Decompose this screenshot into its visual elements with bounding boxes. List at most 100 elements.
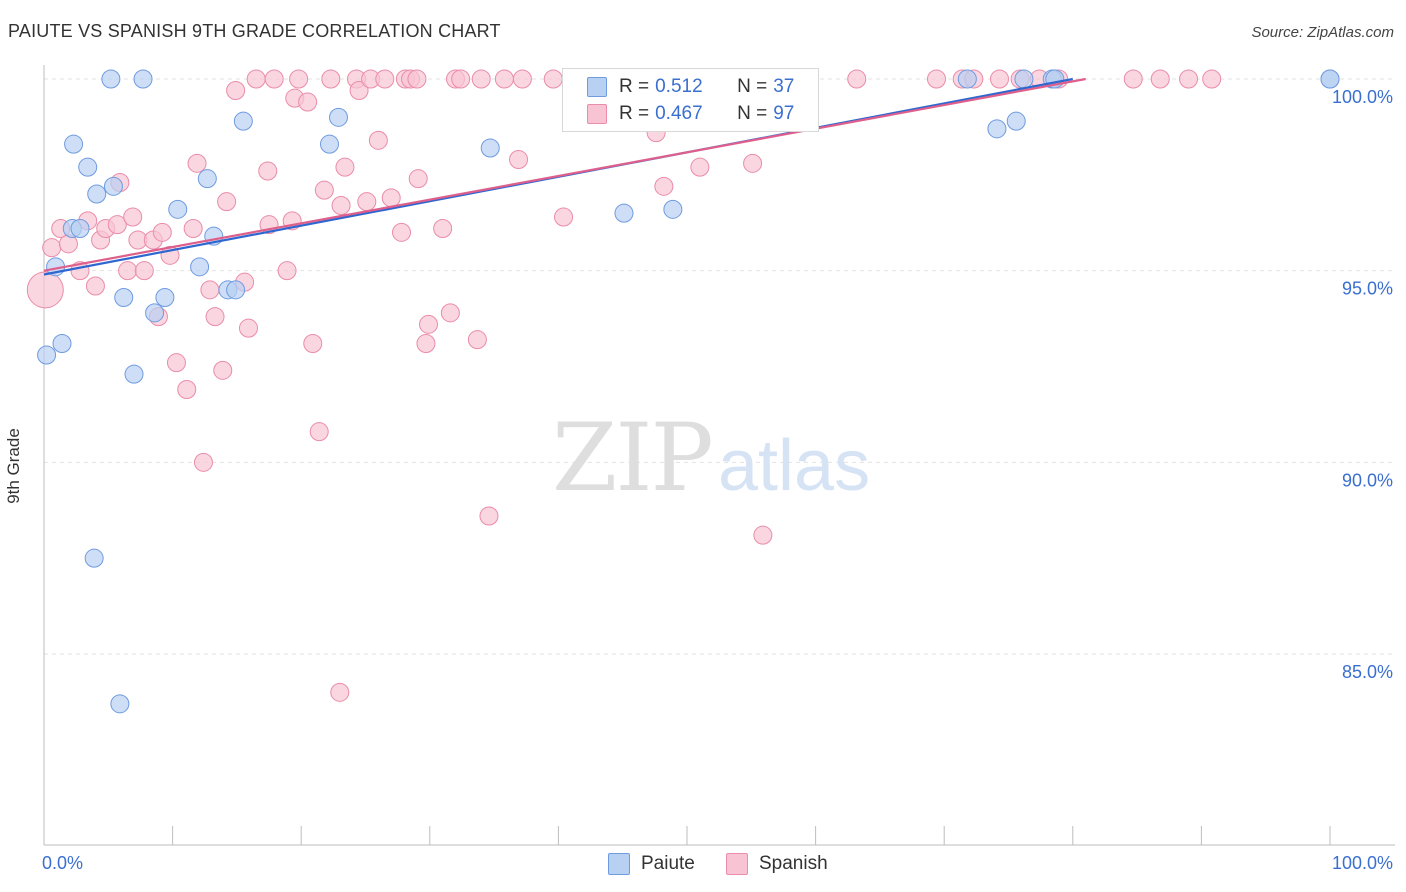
spanish-point bbox=[205, 307, 225, 327]
spanish-swatch bbox=[587, 104, 607, 124]
spanish-point bbox=[238, 318, 258, 338]
spanish-point bbox=[419, 314, 439, 334]
spanish-point bbox=[375, 69, 395, 89]
paiute-point bbox=[319, 134, 339, 154]
paiute-point bbox=[84, 548, 104, 568]
spanish-point bbox=[989, 69, 1009, 89]
paiute-point bbox=[480, 138, 500, 158]
spanish-point bbox=[1179, 69, 1199, 89]
paiute-point bbox=[987, 119, 1007, 139]
paiute-point bbox=[37, 345, 57, 365]
spanish-point bbox=[314, 180, 334, 200]
spanish-point bbox=[433, 219, 453, 238]
legend-row-paiute: R = 0.512 N = 37 bbox=[587, 75, 816, 99]
paiute-point bbox=[663, 199, 683, 219]
tick-labels: 85.0% 90.0% 95.0% 100.0% 0.0% 100.0% bbox=[42, 87, 1393, 873]
n-label: N = bbox=[737, 103, 768, 124]
spanish-point bbox=[123, 207, 143, 227]
spanish-point bbox=[554, 207, 574, 227]
spanish-point bbox=[217, 192, 237, 212]
n-value: 37 bbox=[773, 76, 795, 97]
spanish-point bbox=[847, 69, 867, 89]
spanish-point bbox=[408, 169, 428, 189]
y-tick-label: 85.0% bbox=[1342, 662, 1393, 682]
paiute-point bbox=[168, 199, 188, 219]
paiute-point bbox=[614, 203, 634, 223]
spanish-point bbox=[690, 157, 710, 177]
spanish-point bbox=[512, 69, 532, 89]
y-tick-label: 90.0% bbox=[1342, 470, 1393, 490]
paiute-swatch bbox=[608, 853, 630, 875]
r-label: R = bbox=[619, 103, 650, 124]
spanish-point bbox=[467, 330, 487, 350]
paiute-point bbox=[64, 134, 84, 154]
paiute-point bbox=[78, 157, 98, 177]
paiute-point bbox=[226, 280, 246, 300]
spanish-point bbox=[654, 176, 674, 196]
r-label: R = bbox=[619, 76, 650, 97]
legend-item-spanish: Spanish bbox=[726, 852, 828, 876]
paiute-point bbox=[124, 364, 144, 384]
spanish-point bbox=[1123, 69, 1143, 89]
legend-label-spanish: Spanish bbox=[759, 853, 828, 874]
paiute-point bbox=[328, 107, 348, 127]
spanish-point bbox=[298, 92, 318, 112]
paiute-point bbox=[957, 69, 977, 89]
spanish-point bbox=[226, 81, 246, 100]
spanish-swatch bbox=[726, 853, 748, 875]
spanish-point bbox=[368, 130, 388, 150]
spanish-point bbox=[335, 157, 355, 177]
spanish-point bbox=[381, 188, 401, 208]
spanish-point bbox=[357, 192, 377, 212]
watermark: ZIP atlas bbox=[552, 404, 870, 513]
spanish-point bbox=[213, 360, 233, 380]
spanish-point bbox=[277, 261, 297, 281]
spanish-point bbox=[309, 422, 329, 442]
x-tick-label: 0.0% bbox=[42, 853, 83, 873]
spanish-point bbox=[407, 69, 427, 89]
paiute-point bbox=[1006, 111, 1026, 131]
spanish-point bbox=[107, 215, 127, 235]
paiute-point bbox=[52, 334, 72, 353]
y-tick-label: 100.0% bbox=[1332, 87, 1393, 107]
paiute-swatch bbox=[587, 77, 607, 97]
spanish-point bbox=[152, 222, 172, 242]
spanish-point bbox=[494, 69, 514, 89]
spanish-point bbox=[166, 353, 186, 373]
spanish-point bbox=[258, 161, 278, 181]
paiute-point bbox=[197, 169, 217, 189]
spanish-point bbox=[753, 525, 773, 545]
paiute-point bbox=[1014, 69, 1034, 89]
paiute-point bbox=[133, 69, 153, 89]
spanish-point bbox=[349, 81, 369, 100]
spanish-point bbox=[392, 222, 412, 242]
spanish-point bbox=[1202, 69, 1222, 89]
spanish-point bbox=[177, 380, 197, 399]
spanish-point bbox=[246, 69, 266, 89]
spanish-point bbox=[440, 303, 460, 323]
spanish-point bbox=[118, 261, 138, 281]
stats-legend: R = 0.512 N = 37 R = 0.467 N = 97 bbox=[562, 68, 819, 132]
paiute-point bbox=[110, 694, 130, 714]
n-value: 97 bbox=[773, 103, 795, 124]
legend-label-paiute: Paiute bbox=[641, 853, 695, 874]
spanish-point bbox=[193, 452, 213, 472]
spanish-point bbox=[479, 506, 499, 526]
spanish-point bbox=[26, 271, 64, 309]
paiute-point bbox=[101, 69, 121, 89]
spanish-point bbox=[543, 69, 563, 89]
paiute-points bbox=[37, 69, 1340, 714]
spanish-point bbox=[134, 261, 154, 281]
spanish-point bbox=[451, 69, 471, 89]
spanish-point bbox=[926, 69, 946, 89]
spanish-point bbox=[330, 682, 350, 702]
paiute-point bbox=[190, 257, 210, 277]
spanish-point bbox=[187, 153, 207, 173]
grid-lines bbox=[44, 78, 1395, 655]
n-label: N = bbox=[737, 76, 768, 97]
spanish-point bbox=[200, 280, 220, 300]
y-axis-label: 9th Grade bbox=[4, 428, 23, 504]
paiute-point bbox=[155, 288, 175, 307]
spanish-point bbox=[743, 153, 763, 173]
